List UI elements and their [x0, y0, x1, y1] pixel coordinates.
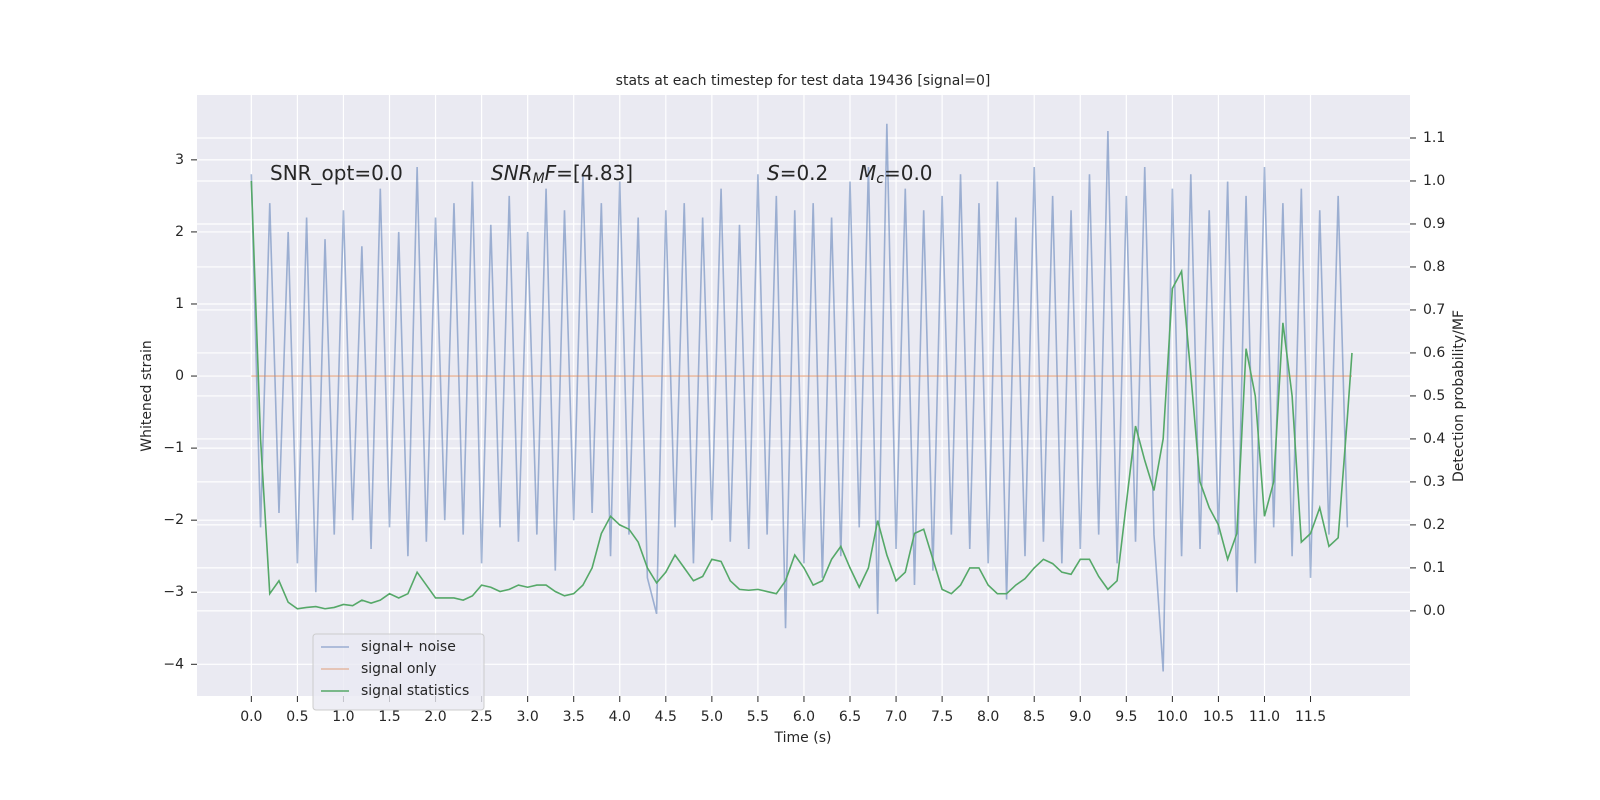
annotation-part: M: [533, 171, 545, 187]
x-tick-label: 4.0: [609, 709, 631, 725]
series-line: [250, 123, 1349, 672]
x-tick-label: 10.5: [1203, 709, 1234, 725]
y2-axis-label: Detection probability/MF: [1451, 310, 1467, 482]
annotation-part: =0.2: [780, 161, 829, 185]
y2-tick-label: 0.4: [1423, 431, 1445, 447]
x-tick-label: 2.5: [470, 709, 492, 725]
x-tick-label: 1.5: [378, 709, 400, 725]
y-tick-label: 0: [175, 368, 184, 384]
y2-tick-label: 0.2: [1423, 517, 1445, 533]
y2-tick-label: 1.0: [1423, 173, 1445, 189]
y2-tick-label: 0.3: [1423, 474, 1445, 490]
y2-tick-label: 0.6: [1423, 345, 1445, 361]
y-axis-label: Whitened strain: [139, 340, 155, 451]
annotation: SNR_opt=0.0: [270, 161, 403, 185]
y2-tick-label: 0.1: [1423, 560, 1445, 576]
x-tick-label: 11.0: [1249, 709, 1280, 725]
x-tick-label: 0.0: [240, 709, 262, 725]
x-tick-label: 9.5: [1115, 709, 1137, 725]
annotation-part: M: [859, 161, 876, 185]
y2-tick-label: 0.5: [1423, 388, 1445, 404]
x-tick-label: 2.0: [424, 709, 446, 725]
y-tick-label: −1: [163, 440, 184, 456]
annotation: Mc=0.0: [859, 161, 933, 188]
x-tick-label: 8.5: [1023, 709, 1045, 725]
x-tick-label: 1.0: [332, 709, 354, 725]
x-tick-label: 11.5: [1295, 709, 1326, 725]
y-tick-label: −4: [163, 656, 184, 672]
y2-tick-label: 1.1: [1423, 130, 1445, 146]
x-tick-label: 10.0: [1157, 709, 1188, 725]
x-tick-label: 5.5: [747, 709, 769, 725]
x-tick-label: 6.5: [839, 709, 861, 725]
y-tick-label: −2: [163, 512, 184, 528]
x-tick-label: 4.5: [655, 709, 677, 725]
annotation: S=0.2: [767, 161, 828, 185]
x-tick-label: 7.5: [931, 709, 953, 725]
y-tick-label: 2: [175, 224, 184, 240]
annotation: SNRMF=[4.83]: [491, 161, 633, 188]
chart-title: stats at each timestep for test data 194…: [616, 73, 991, 89]
y-tick-label: 3: [175, 152, 184, 168]
x-tick-label: 5.0: [701, 709, 723, 725]
y-tick-label: −3: [163, 584, 184, 600]
annotation-part: S: [767, 161, 780, 185]
legend-label: signal statistics: [361, 683, 469, 699]
legend-label: signal only: [361, 661, 436, 677]
y2-tick-label: 0.8: [1423, 259, 1445, 275]
y2-tick-label: 0.9: [1423, 216, 1445, 232]
annotation-part: =[4.83]: [556, 161, 633, 185]
annotation-part: SNR_opt=0.0: [270, 161, 403, 185]
y2-tick-label: 0.7: [1423, 302, 1445, 318]
x-tick-label: 8.0: [977, 709, 999, 725]
x-tick-label: 9.0: [1069, 709, 1091, 725]
annotation-part: =0.0: [884, 161, 933, 185]
x-axis-label: Time (s): [774, 730, 832, 746]
x-tick-label: 7.0: [885, 709, 907, 725]
y-tick-label: 1: [175, 296, 184, 312]
annotation-part: c: [876, 171, 884, 187]
x-tick-label: 6.0: [793, 709, 815, 725]
x-tick-label: 3.5: [563, 709, 585, 725]
y2-tick-label: 0.0: [1423, 603, 1445, 619]
annotation-part: SNR: [491, 161, 533, 185]
annotation-part: F: [545, 161, 557, 185]
x-tick-label: 3.0: [517, 709, 539, 725]
series-line: [250, 180, 1353, 610]
legend-label: signal+ noise: [361, 639, 456, 655]
x-tick-label: 0.5: [286, 709, 308, 725]
legend-box: [312, 633, 485, 711]
